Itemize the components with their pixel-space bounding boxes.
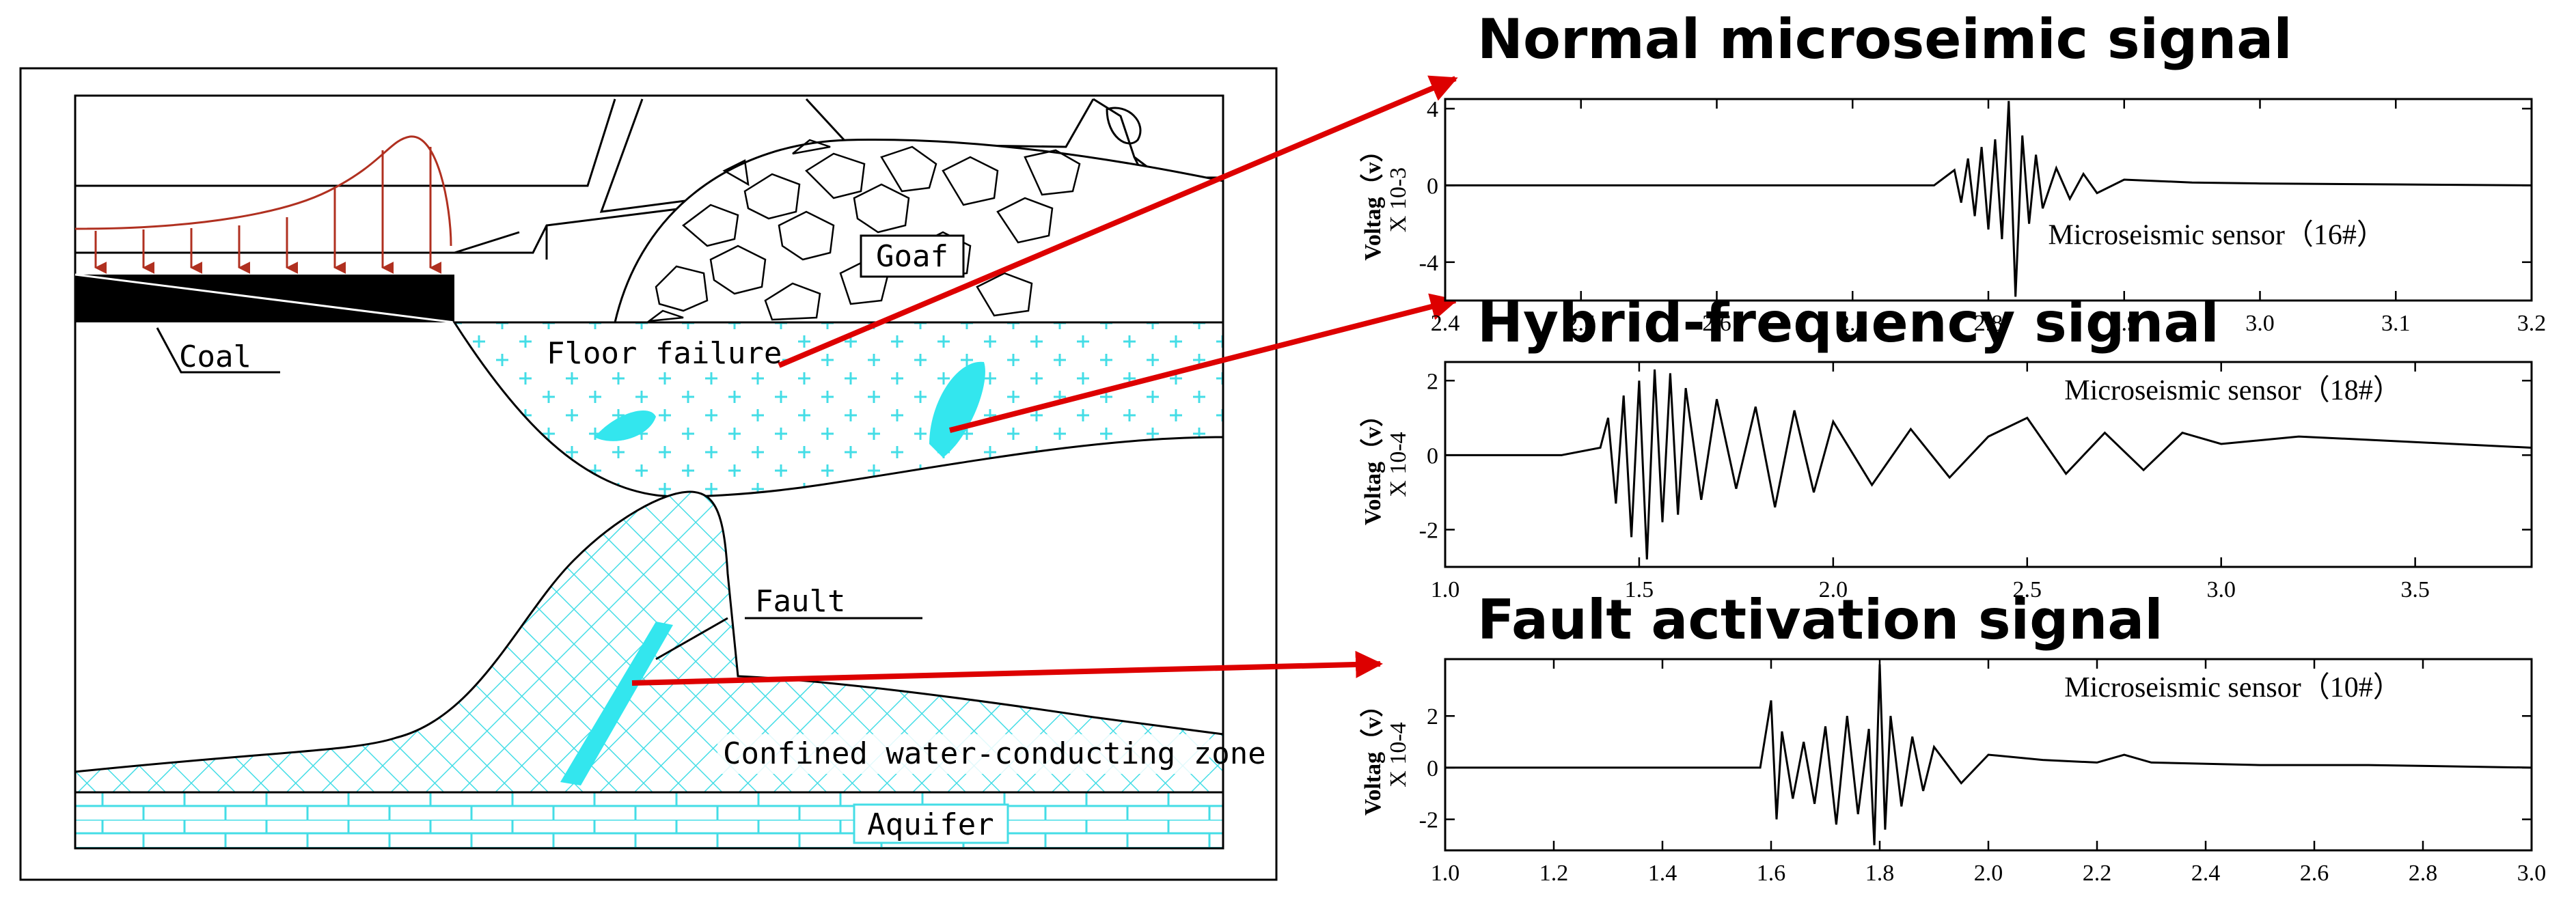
x-tick-label: 1.6 [1757,861,1786,886]
aquifer-label: Aquifer [867,807,994,842]
x-tick-label: 2.5 [2013,577,2042,602]
x-tick-label: 1.0 [1431,577,1460,602]
x-tick-label: 2.2 [2083,861,2112,886]
x-tick-label: 3.1 [2381,311,2411,336]
x-tick-label: 2.0 [1819,577,1848,602]
y-axis-label: Voltag（v） [1359,139,1386,260]
x-tick-label: 3.0 [2206,577,2236,602]
x-tick-label: 2.6 [1702,311,1731,336]
x-tick-label: 2.0 [1974,861,2003,886]
chart-title-fault: Fault activation signal [1477,588,2163,652]
x-tick-label: 1.0 [1431,861,1460,886]
chart-fault-signal: 1.0 1.2 1.4 1.6 1.8 2.0 2.2 2.4 2.6 2.8 3.0 2 0 -2 Vol… [1359,658,2547,886]
water-lens-small [594,410,656,441]
floor-failure-label: Floor failure [547,336,782,371]
y-axis-label: Voltag（v） [1359,694,1386,816]
x-tick-label: 1.8 [1865,861,1895,886]
fault-label: Fault [755,584,845,619]
signal-waveform [1445,664,2532,846]
y-tick-label: 2 [1427,369,1438,394]
x-tick-label: 2.7 [1838,311,1867,336]
y-tick-label: -2 [1419,808,1438,833]
abutment-stress-curve [74,135,452,247]
y-tick-label: -2 [1419,518,1438,543]
water-lens-large [929,361,985,458]
x-tick-label: 2.4 [2191,861,2221,886]
fault-water-channel [560,622,673,785]
sensor-legend: Microseismic sensor（10#） [2064,672,2401,704]
x-tick-label: 2.9 [2110,311,2139,336]
chart-hybrid-signal: 1.0 1.5 2.0 2.5 3.0 3.5 2 0 -2 Voltag（v） X 10-4 Mic… [1359,361,2533,602]
plot-frame [1444,98,2533,302]
chart-title-normal: Normal microseimic signal [1477,8,2292,71]
coal-label: Coal [179,339,251,374]
x-tick-label: 2.5 [1567,311,1596,336]
goaf-label: Goaf [876,239,948,274]
x-tick-label: 2.8 [2409,861,2438,886]
sensor-legend: Microseismic sensor（16#） [2048,219,2385,251]
arrow-to-normal [778,75,1458,368]
x-tick-label: 3.0 [2245,311,2275,336]
signal-waveform [1445,100,2532,297]
signal-waveform [1445,369,2532,560]
x-tick-label: 2.8 [1974,311,2003,336]
fault-line [655,617,728,660]
x-tick-label: 3.0 [2517,861,2547,886]
arrow-to-hybrid [949,293,1458,433]
roof-strata-lower [75,207,684,254]
x-tick-label: 1.5 [1625,577,1654,602]
y-scale-label: X 10-4 [1386,722,1411,787]
y-scale-label: X 10-4 [1386,432,1411,497]
y-tick-label: 0 [1427,173,1438,199]
y-tick-label: -4 [1419,251,1438,276]
x-tick-label: 3.2 [2517,311,2547,336]
y-scale-label: X 10-3 [1386,167,1411,232]
goaf-rubble [646,139,1081,322]
x-tick-label: 3.5 [2400,577,2430,602]
y-tick-label: 4 [1427,97,1438,122]
x-tick-label: 1.2 [1539,861,1569,886]
y-tick-label: 0 [1427,443,1438,469]
goaf-zone [614,138,1224,324]
x-tick-label: 1.4 [1648,861,1677,886]
connector-arrows [631,75,1458,686]
sensor-legend: Microseismic sensor（18#） [2064,375,2401,406]
y-axis-label: Voltag（v） [1359,404,1386,525]
x-tick-label: 2.4 [1431,311,1460,336]
y-tick-label: 0 [1427,756,1438,781]
stress-arrows [94,147,442,274]
confined-zone-label: Confined water-conducting zone [723,736,1266,771]
y-tick-label: 2 [1427,704,1438,729]
arrow-to-fault [631,650,1383,686]
chart-normal-signal: 2.4 2.5 2.6 2.7 2.8 2.9 3.0 3.1 3.2 4 0 -4 Voltag（v）… [1359,97,2546,336]
geology-diagram: Coal Goaf Floor failure [19,67,1278,881]
x-tick-label: 2.6 [2300,861,2329,886]
aquifer-layer [74,791,1224,850]
plot-frame [1444,361,2533,568]
